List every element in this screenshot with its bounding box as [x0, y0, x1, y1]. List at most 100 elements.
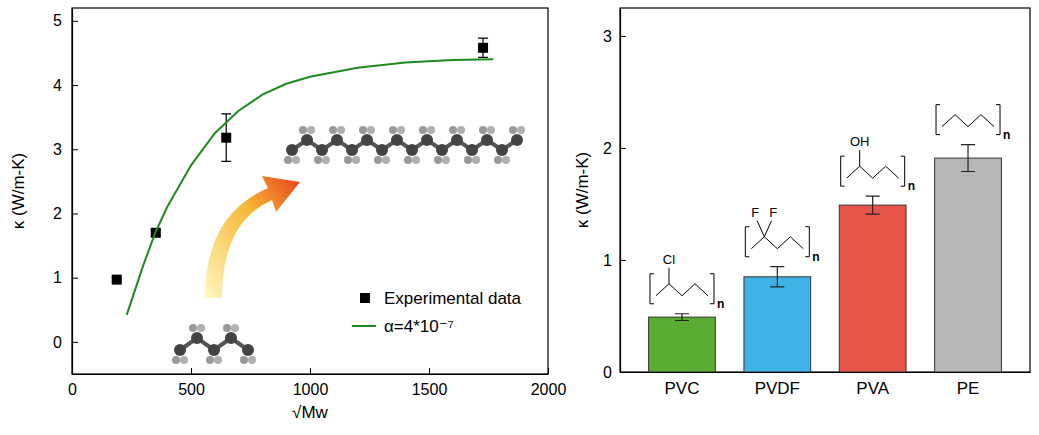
bar — [935, 158, 1002, 372]
error-bar — [961, 145, 975, 172]
hydrogen-atom — [322, 156, 330, 164]
tick-label: 500 — [178, 381, 205, 398]
carbon-atom — [225, 332, 237, 344]
bracket — [650, 274, 714, 304]
error-bar — [478, 38, 488, 57]
tick-label: 4 — [53, 77, 62, 94]
structures: nClnFFnOHn — [650, 105, 1010, 311]
hydrogen-atom — [223, 324, 231, 332]
tick-mark — [310, 368, 311, 374]
tick-mark — [620, 36, 626, 37]
error-bar — [866, 196, 880, 214]
tick-label: 1 — [603, 252, 612, 269]
legend-label: α=4*10⁻⁷ — [384, 317, 454, 336]
tick: PE — [957, 379, 980, 398]
substituent-bond — [764, 221, 771, 237]
hydrogen-atom — [189, 324, 197, 332]
hydrogen-atom — [307, 126, 315, 134]
repeat-label: n — [1003, 128, 1010, 142]
carbon-atom — [174, 344, 186, 356]
bracket — [745, 227, 809, 257]
figure: 0500100015002000012345√Mwκ (W/m-K)Experi… — [0, 0, 1039, 435]
axis: 0500100015002000 — [68, 368, 566, 398]
repeat-label: n — [908, 179, 915, 193]
structure-bonds — [656, 284, 708, 296]
hydrogen-atom — [206, 356, 214, 364]
carbon-atom — [361, 134, 373, 146]
repeat-label: n — [717, 297, 724, 311]
carbon-atom — [451, 134, 463, 146]
hydrogen-atom — [442, 156, 450, 164]
tick-label: 2 — [603, 140, 612, 157]
y-axis-title: κ (W/m-K) — [9, 153, 28, 229]
structure: n OH — [841, 134, 915, 193]
hydrogen-atom — [464, 156, 472, 164]
hydrogen-atom — [397, 126, 405, 134]
tick: 3 — [53, 141, 78, 158]
hydrogen-atom — [214, 356, 222, 364]
hydrogen-atom — [472, 156, 480, 164]
tick-mark — [620, 260, 626, 261]
tick-label: PVA — [856, 379, 889, 398]
bracket — [936, 105, 1000, 135]
plot-area — [649, 145, 1002, 372]
panel-right: PVCPVDFPVAPE0123κ (W/m-K)nClnFFnOHn — [573, 8, 1031, 398]
hydrogen-atom — [314, 156, 322, 164]
tick: 1 — [53, 269, 78, 286]
carbon-atom — [301, 134, 313, 146]
tick-mark — [72, 21, 78, 22]
hydrogen-atom — [427, 126, 435, 134]
hydrogen-atom — [231, 324, 239, 332]
carbon-atom — [406, 144, 418, 156]
bar — [744, 277, 811, 372]
bracket — [841, 156, 905, 186]
hydrogen-atom — [487, 126, 495, 134]
carbon-atom — [466, 144, 478, 156]
tick: 1500 — [412, 368, 448, 398]
carbon-atom — [511, 134, 523, 146]
hydrogen-atom — [240, 356, 248, 364]
tick-mark — [72, 342, 78, 343]
carbon-atom — [481, 134, 493, 146]
hydrogen-atom — [494, 156, 502, 164]
hydrogen-atom — [344, 156, 352, 164]
hydrogen-atom — [389, 126, 397, 134]
plot-frame — [72, 8, 548, 374]
tick: 1000 — [293, 368, 329, 398]
tick-label: 2 — [53, 205, 62, 222]
hydrogen-atom — [517, 126, 525, 134]
tick: 0 — [603, 364, 626, 381]
panel-left: 0500100015002000012345√Mwκ (W/m-K)Experi… — [9, 8, 566, 422]
axis: 012345 — [53, 9, 78, 375]
hydrogen-atom — [299, 126, 307, 134]
carbon-atom — [242, 344, 254, 356]
x-axis-title: √Mw — [292, 403, 328, 422]
tick-label: 5 — [53, 12, 62, 29]
bar — [649, 317, 716, 372]
hydrogen-atom — [367, 126, 375, 134]
structure-bonds — [751, 237, 803, 249]
plot-frame — [620, 8, 1030, 372]
carbon-atom — [421, 134, 433, 146]
hydrogen-atom — [337, 126, 345, 134]
hydrogen-atom — [404, 156, 412, 164]
tick-label: 0 — [68, 381, 77, 398]
tick-mark — [620, 148, 626, 149]
tick-label: 0 — [603, 364, 612, 381]
hydrogen-atom — [172, 356, 180, 364]
plot-area — [112, 38, 494, 315]
tick-mark — [620, 372, 626, 373]
hydrogen-atom — [479, 126, 487, 134]
carbon-atom — [286, 144, 298, 156]
data-point — [221, 133, 231, 143]
axis-line — [72, 9, 73, 375]
tick-mark — [191, 368, 192, 374]
error-bar — [770, 267, 784, 287]
arrow — [205, 176, 300, 298]
carbon-atom — [436, 144, 448, 156]
substituent-label: OH — [850, 134, 870, 149]
repeat-label: n — [812, 250, 819, 264]
structure-bonds — [847, 166, 899, 178]
tick-mark — [548, 368, 549, 374]
axis-line — [73, 374, 549, 375]
